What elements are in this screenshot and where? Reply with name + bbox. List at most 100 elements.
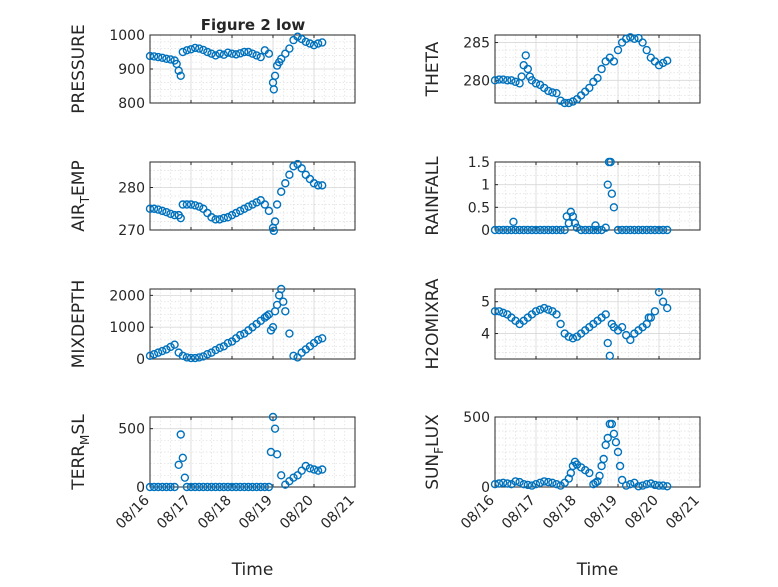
data-point xyxy=(568,97,578,106)
data-point xyxy=(270,71,280,81)
data-point xyxy=(190,43,200,53)
data-point xyxy=(494,479,504,488)
data-point xyxy=(199,352,208,361)
data-point xyxy=(591,478,600,487)
data-point xyxy=(638,225,647,235)
data-point xyxy=(626,225,635,235)
data-point xyxy=(548,88,557,97)
data-point xyxy=(207,482,216,492)
data-point xyxy=(240,47,249,57)
data-point xyxy=(318,334,327,343)
data-point xyxy=(178,47,188,57)
data-point xyxy=(223,213,233,222)
data-point xyxy=(227,482,237,492)
y-tick-label: 500 xyxy=(463,410,490,426)
data-point xyxy=(149,350,159,359)
data-point xyxy=(176,430,185,439)
data-point xyxy=(223,338,233,348)
data-point xyxy=(256,52,265,62)
data-point xyxy=(535,478,545,487)
data-point xyxy=(281,49,290,58)
data-point xyxy=(207,348,216,357)
x-axis-label: Time xyxy=(231,560,274,580)
data-point xyxy=(277,471,286,480)
data-point xyxy=(615,461,625,471)
data-point xyxy=(626,33,635,42)
data-point xyxy=(182,353,192,362)
data-point xyxy=(262,311,272,321)
data-point xyxy=(499,75,508,84)
axes-box xyxy=(149,288,356,360)
data-point xyxy=(663,303,672,313)
data-point xyxy=(190,353,200,363)
data-point xyxy=(593,225,602,235)
data-point xyxy=(166,482,175,492)
data-point xyxy=(231,50,241,59)
data-point xyxy=(211,482,220,492)
y-tick-label: 5 xyxy=(481,295,490,311)
subplot-rainfall: 0 0.5 1 1.5 RAINFALL xyxy=(423,155,701,239)
data-point xyxy=(650,225,660,235)
data-point xyxy=(503,225,512,235)
data-point xyxy=(190,482,200,492)
y-tick-label: 0.5 xyxy=(468,200,490,216)
data-point xyxy=(490,307,500,316)
y-axis-label: H2OMIXRA xyxy=(423,278,443,369)
data-point xyxy=(285,44,294,53)
data-point xyxy=(626,335,635,345)
data-point xyxy=(180,473,190,482)
data-point xyxy=(603,180,612,189)
data-point xyxy=(521,51,530,60)
data-point xyxy=(611,438,621,447)
y-axis-label: MIXDEPTH xyxy=(69,280,89,369)
axes-box xyxy=(149,161,356,231)
data-point xyxy=(203,482,212,492)
data-point xyxy=(235,482,245,492)
x-axis-label: Time xyxy=(576,560,619,580)
y-axis-label: PRESSURE xyxy=(69,24,89,113)
y-axis-label: THETA xyxy=(423,41,443,97)
data-point xyxy=(613,447,623,457)
data-point xyxy=(609,429,619,438)
data-point xyxy=(264,482,274,492)
data-point xyxy=(182,46,192,55)
data-point xyxy=(630,34,639,43)
data-point xyxy=(599,454,608,464)
data-point xyxy=(269,226,279,236)
data-point xyxy=(601,310,610,319)
data-point xyxy=(548,225,557,235)
data-point xyxy=(531,79,541,88)
data-point xyxy=(607,419,617,429)
data-point xyxy=(166,55,175,64)
data-point xyxy=(203,47,212,57)
data-point xyxy=(585,83,594,93)
data-point xyxy=(153,348,163,357)
data-point xyxy=(646,479,655,488)
data-point xyxy=(663,225,672,235)
data-point xyxy=(166,209,175,219)
data-point xyxy=(658,297,668,306)
data-point xyxy=(535,305,545,314)
data-point xyxy=(591,221,600,230)
data-point xyxy=(194,44,204,53)
y-tick-label: 0 xyxy=(481,223,490,239)
data-point xyxy=(240,482,249,492)
data-point xyxy=(223,482,233,492)
data-point xyxy=(301,37,310,46)
data-point xyxy=(158,53,167,62)
data-point xyxy=(272,450,282,459)
data-point xyxy=(544,305,553,314)
data-point xyxy=(268,412,278,422)
data-point xyxy=(170,340,179,349)
data-point xyxy=(646,225,655,235)
data-point xyxy=(231,482,241,492)
data-point xyxy=(556,225,565,235)
data-point xyxy=(654,287,664,297)
data-point xyxy=(279,297,288,306)
data-point xyxy=(318,181,327,190)
data-point xyxy=(289,162,298,171)
data-point xyxy=(162,345,171,354)
data-point xyxy=(523,64,532,74)
data-point xyxy=(638,38,647,47)
data-point xyxy=(178,200,188,209)
